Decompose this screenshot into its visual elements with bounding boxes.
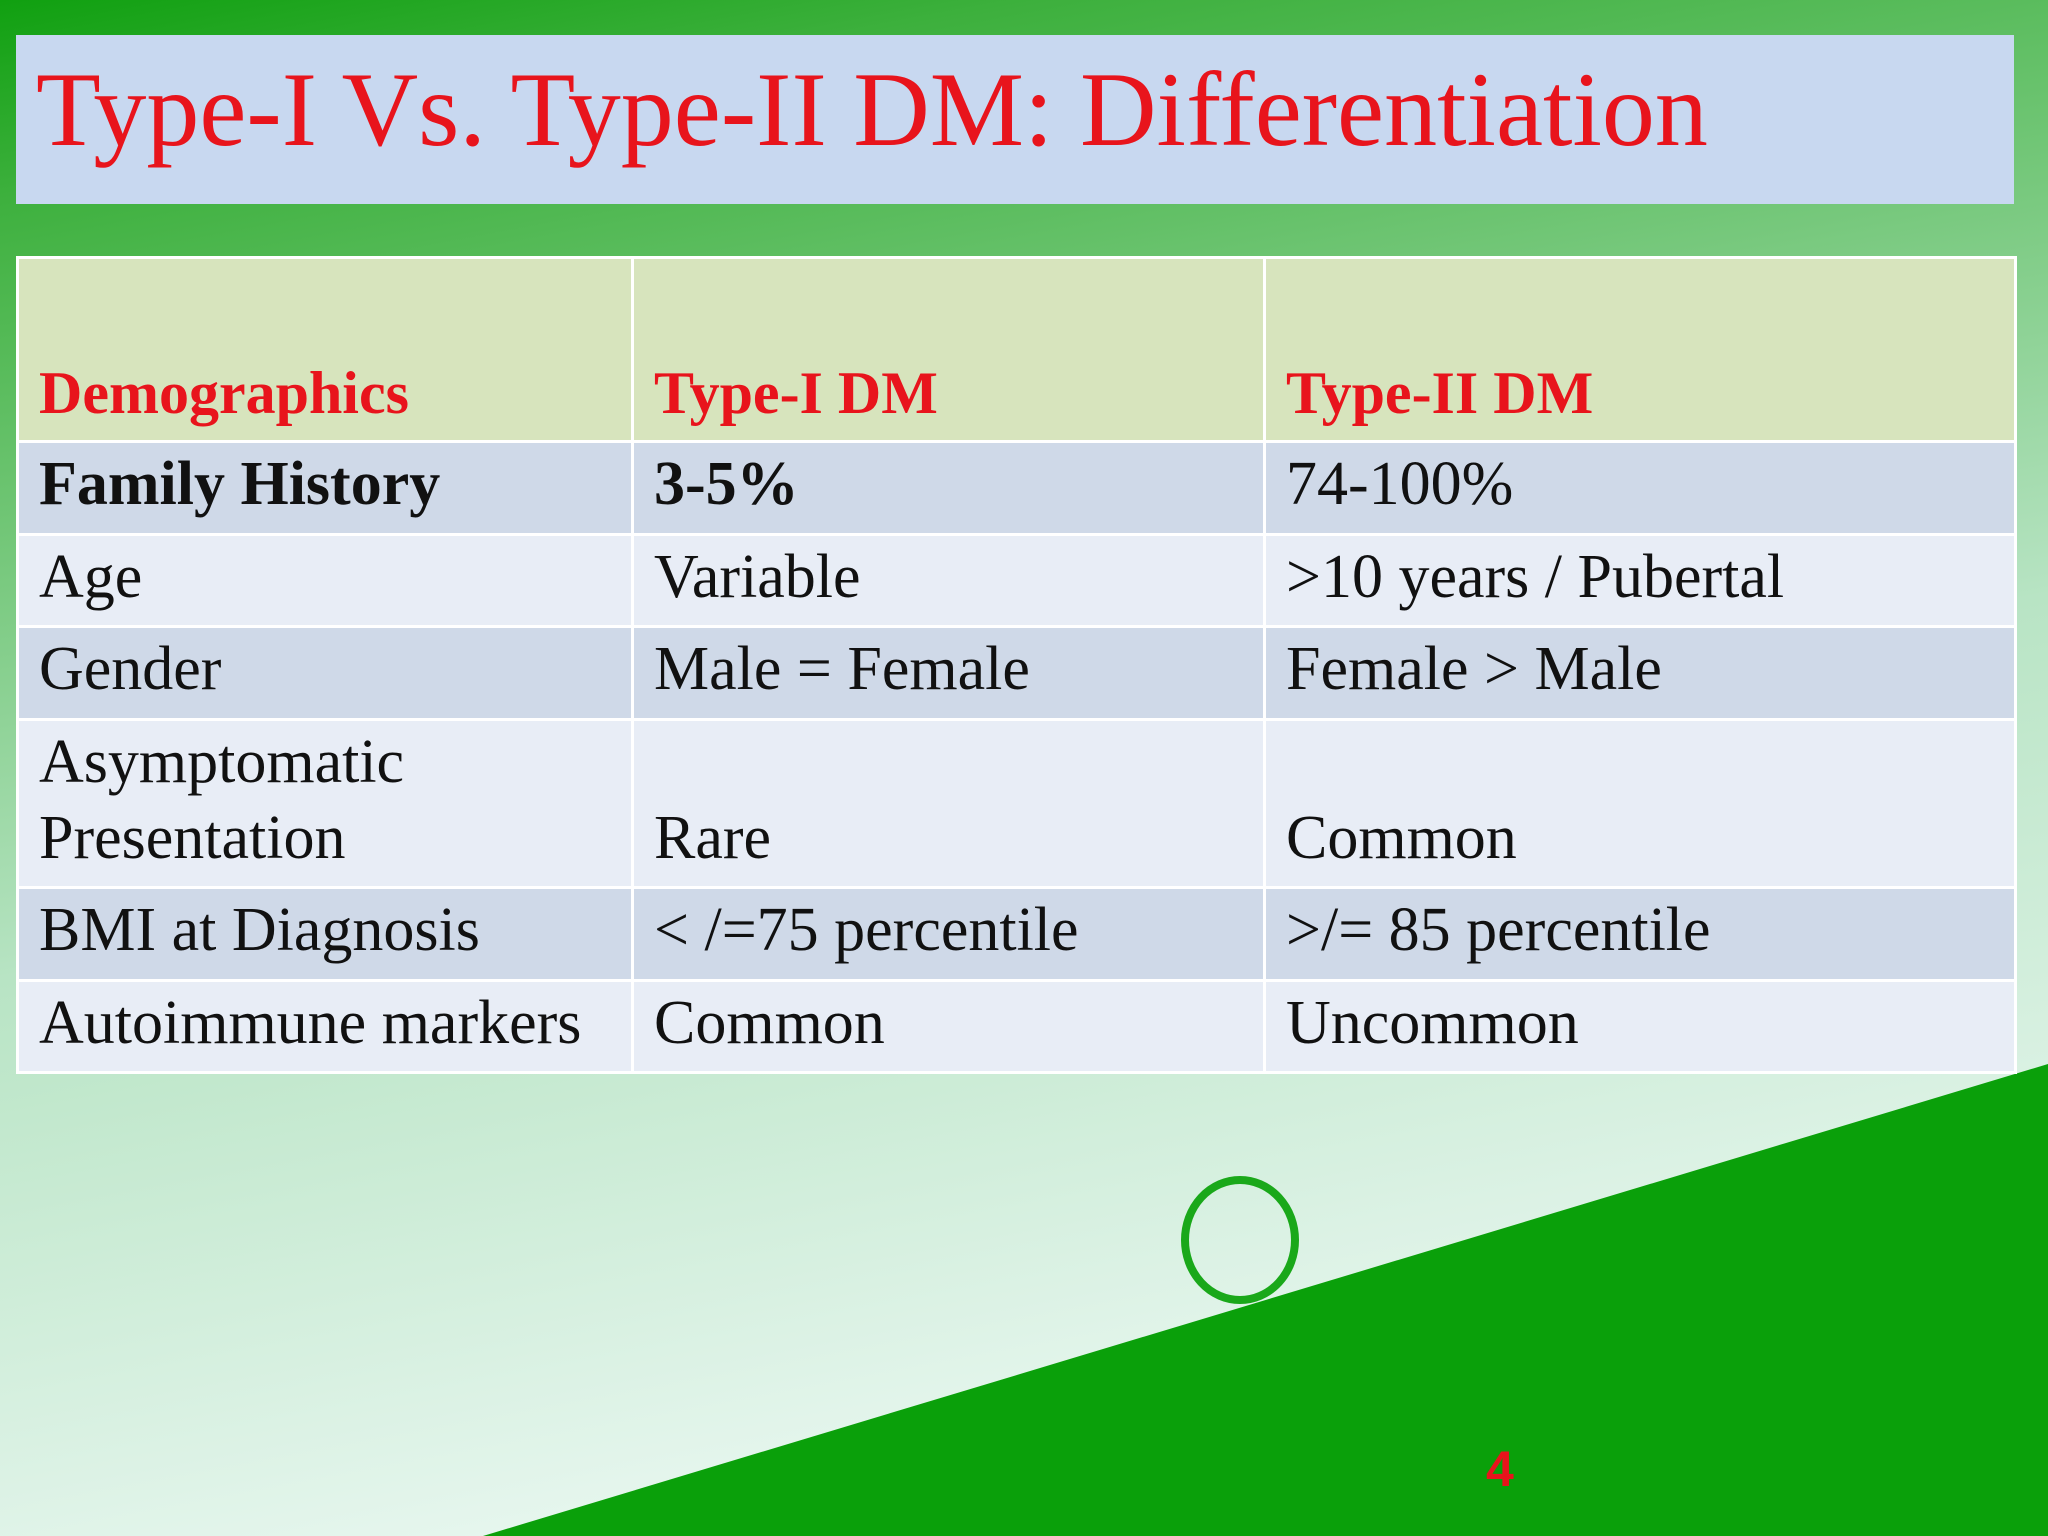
table-cell: Variable — [631, 532, 1266, 629]
green-wedge — [483, 1064, 2048, 1536]
swirl — [1181, 1176, 1299, 1304]
header-cell: Type-I DM — [631, 256, 1266, 443]
table-cell: >10 years / Pubertal — [1263, 532, 2017, 629]
table-cell: >/= 85 percentile — [1263, 886, 2017, 982]
page-number: 4 — [1486, 1441, 1514, 1497]
table-row: Family History 3-5% 74-100% — [16, 440, 2017, 536]
table-cell: Common — [631, 978, 1266, 1075]
header-cell: Type-II DM — [1263, 256, 2017, 443]
table-cell: Uncommon — [1263, 978, 2017, 1075]
table-row: Autoimmune markers Common Uncommon — [16, 978, 2017, 1075]
table-cell: Gender — [16, 625, 634, 721]
table-cell: Age — [16, 532, 634, 629]
header-cell: Demographics — [16, 256, 634, 443]
table-cell: Family History — [16, 440, 634, 536]
table-row: Gender Male = Female Female > Male — [16, 625, 2017, 721]
table-cell: 3-5% — [631, 440, 1266, 536]
table-cell: Asymptomatic Presentation — [16, 717, 634, 890]
table-cell: BMI at Diagnosis — [16, 886, 634, 982]
table-cell: Female > Male — [1263, 625, 2017, 721]
table-row: Asymptomatic Presentation Rare Common — [16, 717, 2017, 890]
table-cell: Rare — [631, 717, 1266, 890]
table-row: Age Variable >10 years / Pubertal — [16, 532, 2017, 629]
table-cell: < /=75 percentile — [631, 886, 1266, 982]
table-cell: 74-100% — [1263, 440, 2017, 536]
table: Demographics Type-I DM Type-II DM Family H… — [16, 256, 2017, 1075]
table-cell: Male = Female — [631, 625, 1266, 721]
title-box: Type-I Vs. Type-II DM: Differentiation — [16, 35, 2014, 204]
table-row: BMI at Diagnosis < /=75 percentile >/= 85 … — [16, 886, 2017, 982]
header-row: Demographics Type-I DM Type-II DM — [16, 256, 2017, 443]
table-cell: Common — [1263, 717, 2017, 890]
title: Type-I Vs. Type-II DM: Differentiation — [36, 51, 1708, 168]
table-cell: Autoimmune markers — [16, 978, 634, 1075]
